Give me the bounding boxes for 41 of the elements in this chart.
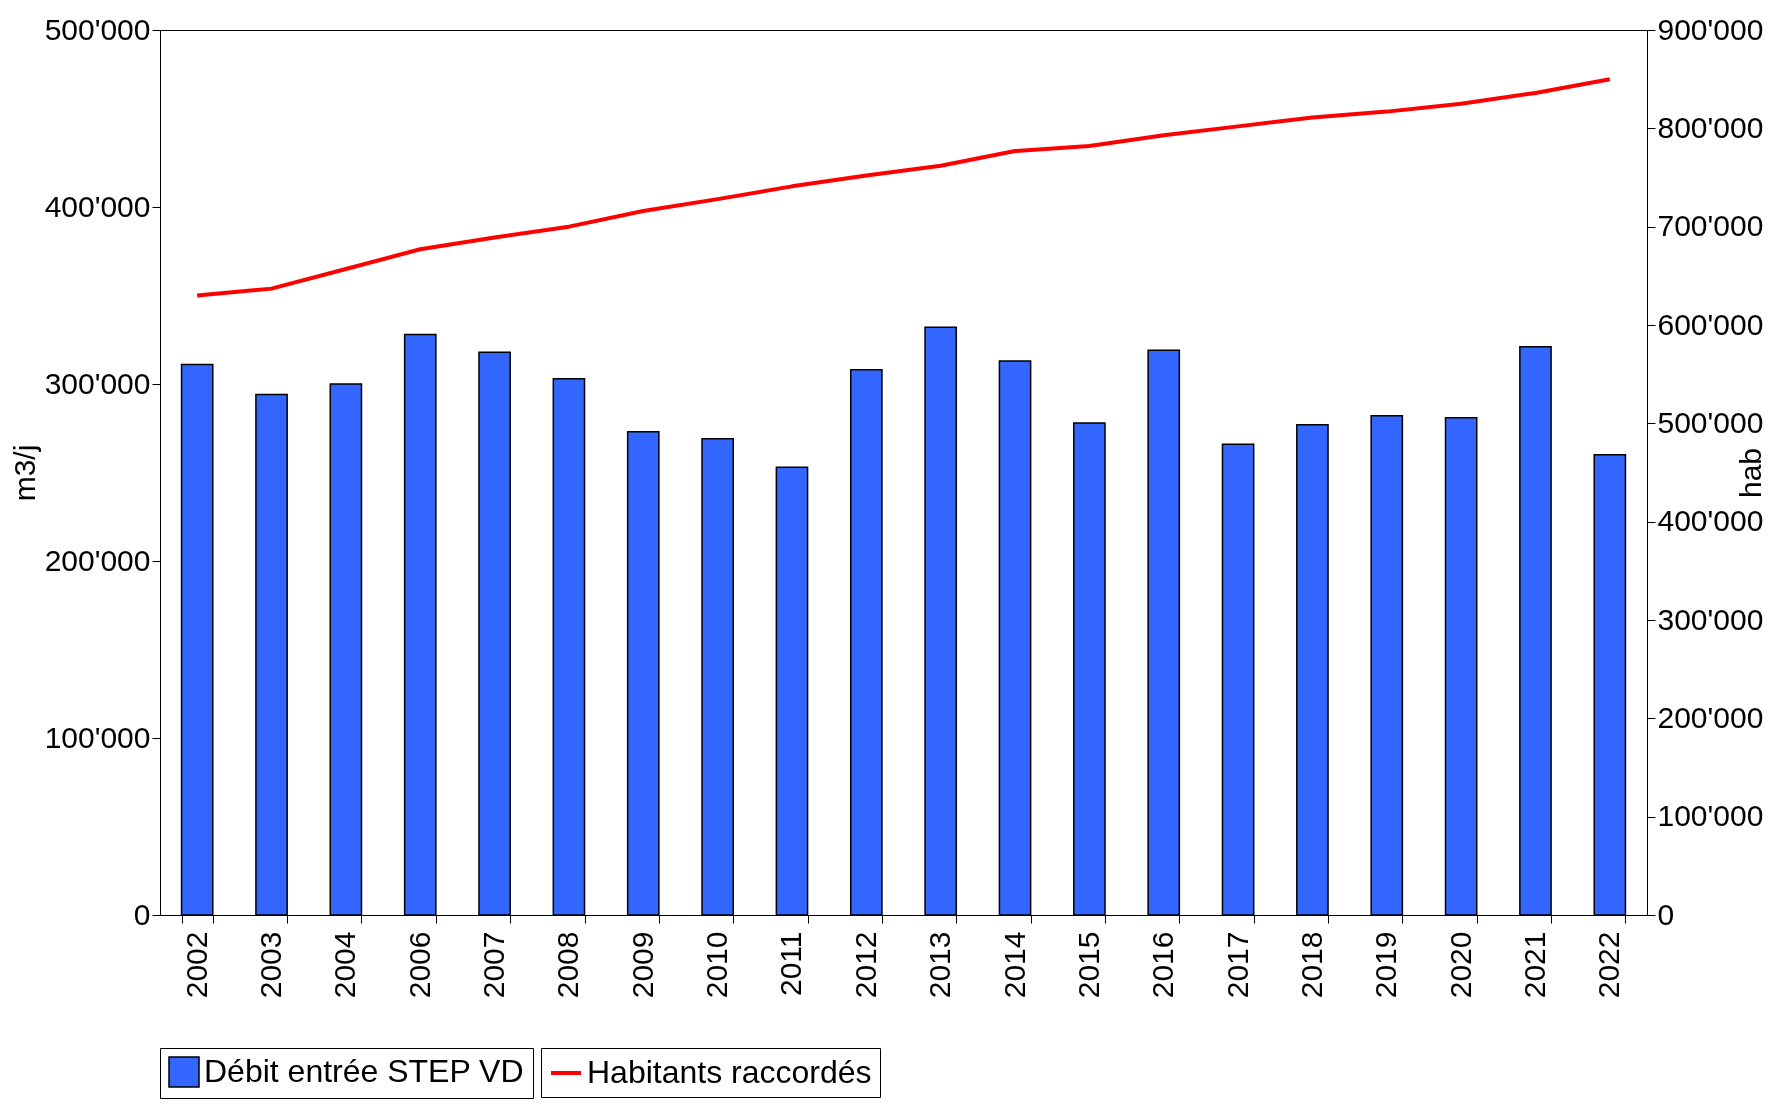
x-tick-label: 2008	[551, 931, 585, 999]
y-tick-label: 300'000	[44, 366, 151, 400]
x-tick-label: 2017	[1220, 931, 1254, 999]
y-tick-label: 100'000	[44, 720, 151, 754]
line-series	[195, 77, 1612, 298]
y2-tick-label: 600'000	[1657, 307, 1764, 341]
y-tick-label: 0	[133, 897, 151, 931]
x-tick-label: 2006	[402, 931, 436, 999]
y-tick-label: 200'000	[44, 543, 151, 577]
y2-tick-label: 800'000	[1657, 110, 1764, 144]
y-axis-title: m3/j	[7, 444, 41, 502]
y-tick-label: 500'000	[44, 12, 151, 46]
y2-tick-label: 200'000	[1657, 700, 1764, 734]
x-tick-label: 2018	[1294, 931, 1328, 999]
x-tick-label: 2007	[477, 931, 511, 999]
x-tick-label: 2012	[848, 931, 882, 999]
y2-tick-label: 0	[1657, 897, 1675, 931]
x-tick-label: 2019	[1369, 931, 1403, 999]
x-tick-label: 2021	[1517, 931, 1551, 999]
x-tick-label: 2015	[1071, 931, 1105, 999]
legend-label: Habitants raccordés	[587, 1054, 872, 1090]
x-tick-label: 2011	[774, 931, 808, 997]
y2-tick-label: 400'000	[1657, 504, 1764, 538]
x-tick-label: 2002	[179, 931, 213, 999]
y2-axis-title: hab	[1734, 447, 1768, 499]
x-tick-label: 2010	[700, 931, 734, 999]
x-tick-label: 2014	[997, 931, 1031, 999]
x-tick-label: 2013	[923, 931, 957, 999]
x-tick-label: 2004	[328, 931, 362, 999]
x-tick-label: 2016	[1146, 931, 1180, 999]
x-tick-label: 2022	[1592, 931, 1626, 999]
x-tick-label: 2009	[625, 931, 659, 999]
y2-tick-label: 300'000	[1657, 602, 1764, 636]
y2-tick-label: 500'000	[1657, 405, 1764, 439]
y2-tick-label: 100'000	[1657, 799, 1764, 833]
x-tick-label: 2003	[254, 931, 288, 999]
x-tick-label: 2020	[1443, 931, 1477, 999]
y2-tick-label: 900'000	[1657, 12, 1764, 46]
y-tick-label: 400'000	[44, 189, 151, 223]
legend-label: Débit entrée STEP VD	[204, 1053, 524, 1089]
y2-tick-label: 700'000	[1657, 209, 1764, 243]
